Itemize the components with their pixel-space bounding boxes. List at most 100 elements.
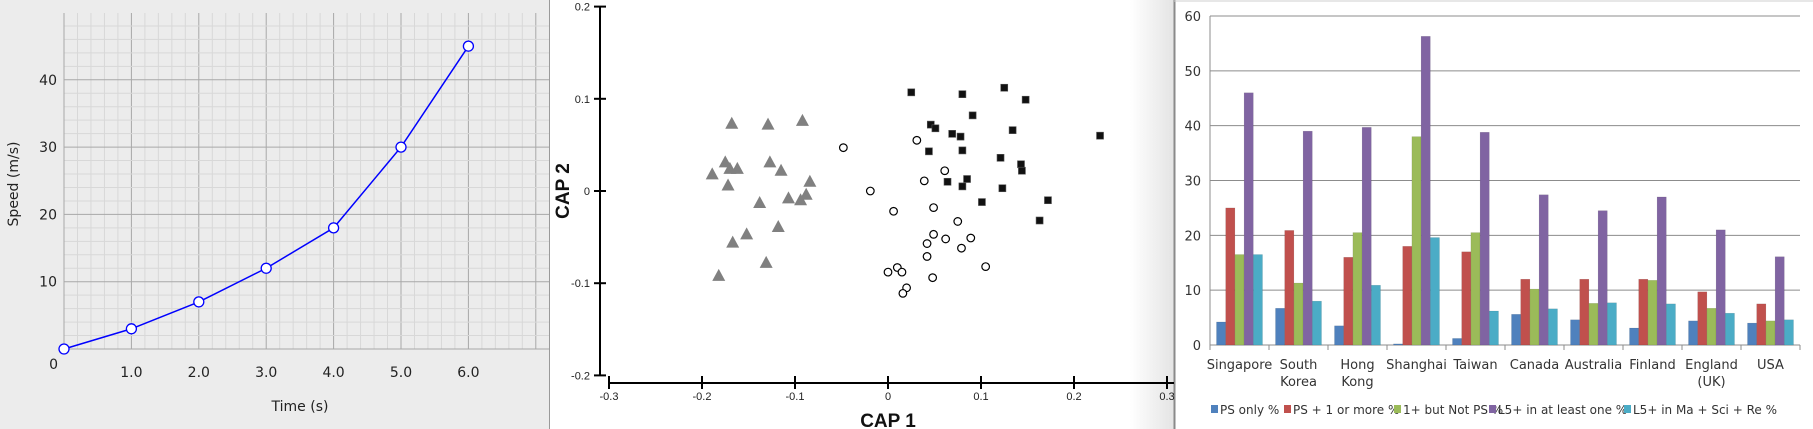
- circle-marker: [953, 217, 963, 226]
- circle-marker: [929, 203, 938, 212]
- bar-4-5: [1548, 308, 1558, 346]
- circle-marker: [889, 206, 898, 216]
- y-tick-label: 40: [1184, 120, 1201, 135]
- triangle-marker: [799, 187, 813, 200]
- square-marker: [1096, 131, 1104, 140]
- bar-3-1: [1302, 130, 1313, 346]
- legend-swatch: [1394, 405, 1401, 413]
- speed-data-point: [395, 141, 407, 153]
- square-marker: [943, 177, 952, 186]
- bar-0-1: [1275, 308, 1285, 346]
- x-tick-label: 0.2: [1066, 391, 1081, 403]
- x-tick-label: -0.2: [693, 391, 712, 403]
- y-tick-label: 0.1: [575, 94, 590, 106]
- bar-chart-background: [1174, 0, 1813, 429]
- legend-swatch: [1489, 405, 1496, 413]
- triangle-marker: [726, 235, 740, 248]
- bar-1-5: [1520, 278, 1531, 346]
- bar-3-5: [1538, 194, 1549, 346]
- square-marker: [1044, 196, 1052, 205]
- bar-2-0: [1234, 254, 1245, 346]
- y-axis-title: CAP 2: [553, 163, 574, 219]
- speed-data-point: [58, 343, 70, 355]
- circle-marker: [922, 252, 932, 261]
- bar-4-3: [1430, 237, 1440, 346]
- category-label: Finland: [1629, 358, 1675, 373]
- square-marker: [963, 175, 971, 183]
- legend-label: 1+ but Not PS %: [1403, 403, 1503, 417]
- circle-marker: [897, 267, 907, 277]
- circle-marker: [981, 262, 991, 272]
- y-tick-label: 0.2: [575, 2, 590, 14]
- category-label: USA: [1757, 358, 1784, 373]
- triangle-marker: [771, 219, 785, 232]
- speed-data-point: [125, 323, 138, 335]
- bar-4-0: [1253, 254, 1263, 346]
- square-marker: [931, 124, 940, 133]
- square-marker: [1017, 160, 1025, 169]
- x-tick-label: 1.0: [120, 365, 142, 381]
- bar-0-7: [1629, 327, 1639, 346]
- y-tick-label: 50: [1184, 65, 1201, 80]
- bar-0-9: [1747, 322, 1757, 346]
- bar-3-8: [1715, 229, 1726, 346]
- triangle-marker: [795, 113, 809, 126]
- bar-2-4: [1470, 232, 1481, 346]
- y-tick-label: 0: [49, 357, 58, 373]
- x-tick-label: 5.0: [390, 365, 412, 381]
- circle-marker: [922, 239, 932, 248]
- triangle-marker: [730, 161, 744, 174]
- triangle-marker: [753, 195, 767, 208]
- bar-0-0: [1216, 321, 1226, 346]
- triangle-marker: [718, 155, 732, 168]
- legend-label: PS only %: [1220, 403, 1279, 417]
- bar-4-9: [1784, 319, 1794, 346]
- bar-3-4: [1479, 132, 1490, 346]
- legend-swatch: [1284, 405, 1291, 413]
- bar-1-3: [1402, 246, 1413, 346]
- bar-1-0: [1225, 207, 1236, 346]
- category-label: England: [1685, 358, 1738, 373]
- bar-3-3: [1420, 36, 1431, 346]
- bar-2-9: [1765, 320, 1776, 346]
- y-tick-label: 20: [39, 207, 57, 223]
- bar-3-0: [1243, 92, 1254, 346]
- circle-marker: [966, 233, 976, 243]
- category-label: Taiwan: [1452, 358, 1497, 373]
- triangle-marker: [761, 117, 775, 130]
- x-tick-label: 0.3: [1159, 391, 1174, 403]
- triangle-marker: [763, 155, 777, 168]
- legend-label: L5+ in Ma + Sci + Re %: [1633, 403, 1777, 417]
- y-tick-label: 0: [1193, 339, 1201, 354]
- bar-1-1: [1284, 230, 1295, 346]
- x-axis-title: CAP 1: [860, 411, 916, 429]
- square-marker: [958, 182, 967, 191]
- bar-1-9: [1756, 303, 1767, 346]
- bar-1-8: [1697, 291, 1708, 346]
- cap-scatter-chart: 0.2 0.1 0 -0.1 -0.2 -0.3 -0.2 -0.1 0 0.1 0.2 0.3 CAP…: [553, 2, 1175, 429]
- triangle-marker: [705, 167, 719, 180]
- x-tick-label: 2.0: [188, 365, 210, 381]
- x-axis-title: Time (s): [271, 399, 329, 415]
- bar-0-8: [1688, 320, 1698, 346]
- category-label: (UK): [1697, 375, 1725, 390]
- square-marker: [968, 111, 977, 120]
- x-tick-label: -0.1: [786, 391, 805, 403]
- bar-2-6: [1588, 303, 1599, 346]
- square-marker: [958, 90, 967, 98]
- bar-0-5: [1511, 314, 1521, 346]
- bar-4-2: [1371, 284, 1381, 346]
- triangle-marker: [740, 227, 754, 240]
- bar-3-2: [1361, 127, 1372, 346]
- y-tick-label: 10: [1184, 284, 1201, 299]
- square-marker: [998, 184, 1007, 193]
- square-marker: [996, 154, 1005, 162]
- bar-1-6: [1579, 278, 1590, 346]
- circle-marker: [838, 143, 848, 153]
- x-tick-label: 4.0: [322, 365, 344, 381]
- triangle-marker: [781, 191, 795, 204]
- panel-shadow: [1130, 0, 1174, 429]
- bar-4-4: [1489, 310, 1499, 346]
- x-tick-label: -0.3: [600, 391, 619, 403]
